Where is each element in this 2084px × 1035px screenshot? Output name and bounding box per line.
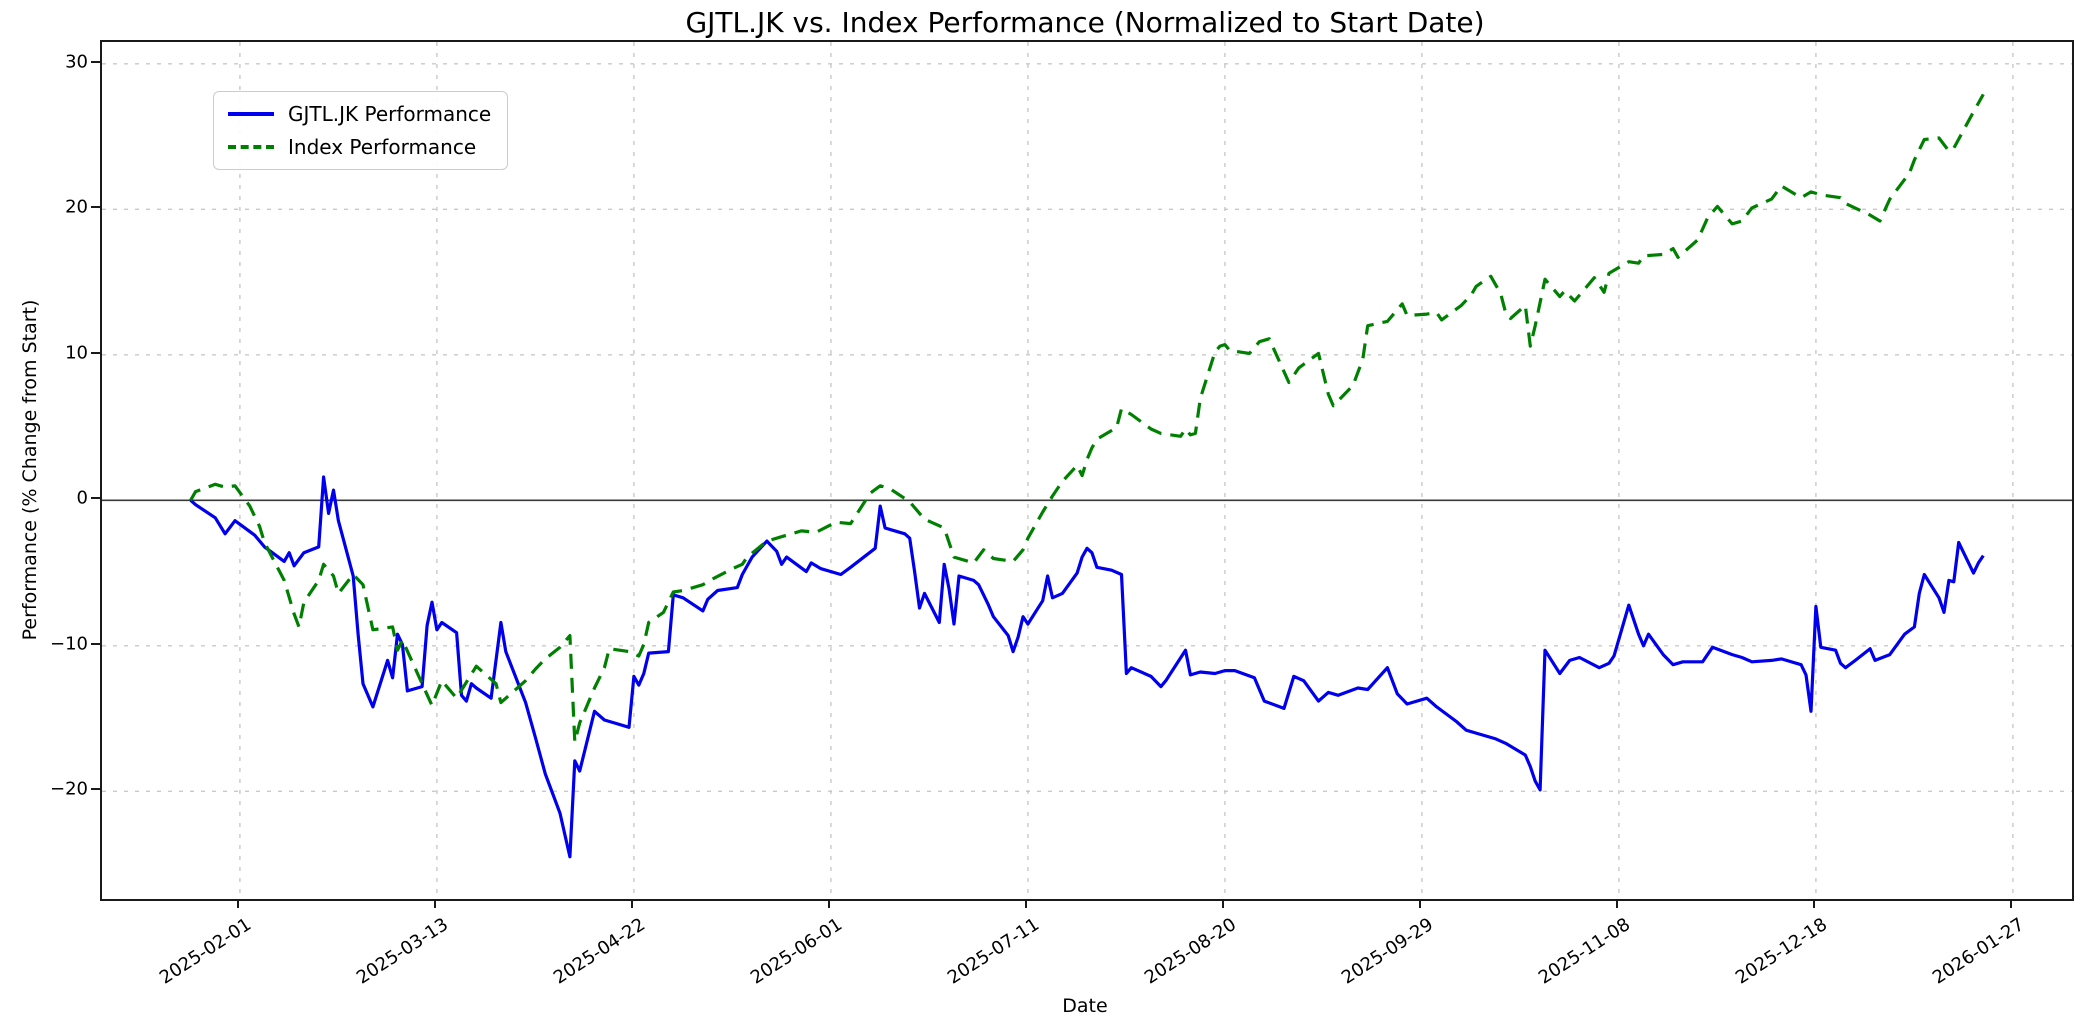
y-tick-mark bbox=[91, 351, 100, 354]
x-tick-label: 2025-02-01 bbox=[156, 914, 256, 989]
x-tick-mark bbox=[1221, 899, 1224, 908]
index-line-swatch bbox=[228, 145, 274, 149]
plot-area: GJTL.JK Performance Index Performance bbox=[100, 40, 2074, 901]
x-tick-label: 2025-12-18 bbox=[1732, 914, 1832, 989]
y-tick-label: 20 bbox=[65, 196, 88, 218]
y-tick-label: 10 bbox=[65, 342, 88, 364]
y-tick-label: 30 bbox=[65, 51, 88, 73]
x-tick-mark bbox=[236, 899, 239, 908]
x-tick-label: 2025-07-11 bbox=[944, 914, 1044, 989]
legend-label-index: Index Performance bbox=[288, 135, 477, 159]
gjtljk-line bbox=[189, 475, 1985, 859]
chart-canvas bbox=[102, 42, 2072, 899]
x-tick-mark bbox=[2009, 899, 2012, 908]
y-tick-mark bbox=[91, 497, 100, 500]
x-tick-label: 2025-11-08 bbox=[1535, 914, 1635, 989]
x-axis-label: Date bbox=[1062, 995, 1108, 1017]
x-tick-mark bbox=[433, 899, 436, 908]
x-tick-label: 2025-06-01 bbox=[747, 914, 847, 989]
x-tick-mark bbox=[1812, 899, 1815, 908]
legend-label-gjtljk: GJTL.JK Performance bbox=[288, 102, 492, 126]
x-tick-mark bbox=[630, 899, 633, 908]
y-tick-mark bbox=[91, 642, 100, 645]
y-tick-label: −10 bbox=[50, 633, 88, 655]
x-tick-label: 2025-03-13 bbox=[353, 914, 453, 989]
x-tick-mark bbox=[827, 899, 830, 908]
legend-item-index: Index Performance bbox=[228, 135, 491, 159]
y-tick-mark bbox=[91, 788, 100, 791]
y-tick-mark bbox=[91, 60, 100, 63]
y-tick-label: 0 bbox=[76, 487, 88, 509]
x-tick-mark bbox=[1024, 899, 1027, 908]
x-tick-label: 2026-01-27 bbox=[1929, 914, 2029, 989]
y-tick-label: −20 bbox=[50, 778, 88, 800]
x-tick-label: 2025-04-22 bbox=[550, 914, 650, 989]
legend: GJTL.JK Performance Index Performance bbox=[213, 91, 509, 170]
index-line bbox=[189, 93, 1985, 744]
x-tick-label: 2025-09-29 bbox=[1338, 914, 1438, 989]
x-tick-mark bbox=[1418, 899, 1421, 908]
legend-item-gjtljk: GJTL.JK Performance bbox=[228, 102, 491, 126]
chart-title: GJTL.JK vs. Index Performance (Normalize… bbox=[685, 6, 1485, 39]
x-tick-label: 2025-08-20 bbox=[1141, 914, 1241, 989]
x-tick-mark bbox=[1615, 899, 1618, 908]
y-tick-mark bbox=[91, 206, 100, 209]
gjtljk-line-swatch bbox=[228, 112, 274, 116]
